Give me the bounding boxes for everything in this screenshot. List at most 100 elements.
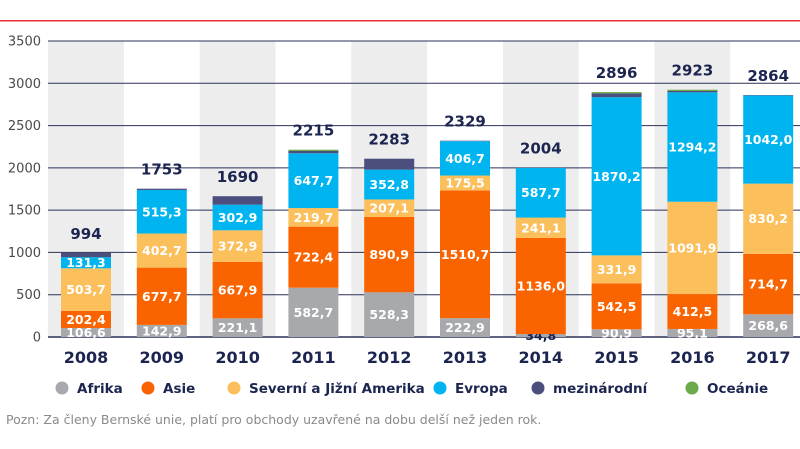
data-label: 1294,2 — [668, 140, 716, 155]
bar-segment — [515, 334, 566, 337]
x-tick-label: 2017 — [746, 348, 791, 367]
data-label: 542,5 — [597, 299, 637, 314]
data-label: 302,9 — [218, 210, 258, 225]
data-label: 412,5 — [673, 304, 713, 319]
bar-group-2011: 582,7 722,4 219,7 647,7 2215 — [288, 122, 339, 337]
bar-segment — [515, 217, 566, 238]
bar-segment — [591, 97, 642, 256]
total-label: 1690 — [217, 168, 259, 186]
legend-label: Afrika — [77, 381, 123, 397]
legend-marker — [531, 381, 545, 395]
data-label: 241,1 — [521, 220, 561, 235]
x-axis-ticks: 2008 2009 2010 2011 2012 2013 2014 2015 2016 2017 — [64, 348, 791, 367]
x-tick-label: 2008 — [64, 348, 109, 367]
bar-segment — [667, 91, 718, 93]
bar-segment — [136, 233, 187, 268]
total-label: 2329 — [444, 113, 486, 131]
legend-marker — [227, 381, 241, 395]
y-tick-label: 500 — [16, 288, 41, 303]
x-tick-label: 2016 — [670, 348, 715, 367]
data-label: 90,9 — [601, 326, 632, 341]
bar-segment — [61, 268, 111, 311]
bar-segment — [440, 190, 490, 319]
bar-segment — [61, 327, 111, 337]
data-label: 372,9 — [218, 239, 258, 254]
bar-segment — [61, 257, 111, 269]
legend-label: Evropa — [455, 381, 508, 397]
data-label: 677,7 — [142, 289, 182, 304]
x-tick-label: 2011 — [291, 348, 336, 367]
bar-group-2013: 222,9 1510,7 175,5 406,7 2329 — [440, 113, 490, 337]
data-label: 1510,7 — [441, 247, 489, 262]
total-label: 2864 — [747, 67, 789, 85]
data-label: 175,5 — [445, 175, 485, 190]
bar-segment — [212, 204, 263, 231]
bar-segment — [212, 196, 263, 205]
bar-segment — [591, 93, 642, 98]
legend-item-Severní a Jižní Amerika: Severní a Jižní Amerika — [227, 381, 425, 397]
data-label: 515,3 — [142, 204, 182, 219]
data-label: 1870,2 — [592, 169, 640, 184]
bar-group-2015: 90,9 542,5 331,9 1870,2 2896 — [591, 64, 642, 341]
data-label: 221,1 — [218, 320, 258, 335]
data-label: 331,9 — [597, 262, 637, 277]
y-tick-label: 2500 — [8, 119, 41, 134]
bar-segment — [136, 188, 187, 190]
data-label: 402,7 — [142, 243, 182, 258]
data-label: 830,2 — [748, 211, 788, 226]
y-tick-label: 1500 — [8, 204, 41, 219]
legend-label: Asie — [163, 381, 195, 397]
total-label: 2896 — [596, 64, 638, 82]
bar-segment — [136, 189, 187, 234]
legend-marker — [141, 381, 155, 395]
bar-segment — [440, 175, 490, 191]
data-label: 142,9 — [142, 323, 182, 338]
bar-segment — [667, 201, 718, 295]
bar-segment — [288, 153, 339, 209]
data-label: 406,7 — [445, 151, 485, 166]
data-label: 667,9 — [218, 283, 258, 298]
data-label: 714,7 — [748, 277, 788, 292]
bar-segment — [667, 328, 718, 337]
bar-segment — [743, 314, 794, 337]
x-tick-label: 2010 — [215, 348, 260, 367]
bar-segment — [288, 149, 339, 151]
bar-segment — [667, 294, 718, 329]
bar-segment — [288, 226, 339, 288]
y-tick-label: 3500 — [8, 35, 41, 50]
bar-segment — [61, 310, 111, 328]
bar-group-2017: 268,6 714,7 830,2 1042,0 2864 — [743, 67, 794, 337]
bar-segment — [591, 92, 642, 94]
x-tick-label: 2013 — [443, 348, 488, 367]
bar-segment — [288, 150, 339, 154]
data-label: 95,1 — [677, 325, 708, 340]
data-label: 131,3 — [66, 255, 106, 270]
bar-segment — [743, 253, 794, 315]
legend-item-mezinárodní: mezinárodní — [531, 381, 649, 397]
legend-marker — [55, 381, 69, 395]
bar-segment — [212, 261, 263, 319]
bar-segment — [364, 292, 415, 337]
bar-segment — [591, 255, 642, 284]
bar-segment — [591, 283, 642, 330]
data-label: 503,7 — [66, 282, 106, 297]
x-tick-label: 2015 — [594, 348, 639, 367]
total-label: 2283 — [368, 131, 410, 149]
data-label: 202,4 — [66, 312, 106, 327]
legend-item-Afrika: Afrika — [55, 381, 123, 397]
bar-segment — [743, 95, 794, 184]
y-tick-label: 1000 — [8, 246, 41, 261]
bar-group-2016: 95,1 412,5 1091,9 1294,2 2923 — [667, 62, 718, 340]
bar-segment — [515, 167, 566, 218]
data-label: 219,7 — [294, 210, 334, 225]
legend-item-Oceánie: Oceánie — [685, 381, 768, 397]
data-label: 722,4 — [294, 250, 334, 265]
data-label: 1091,9 — [668, 240, 716, 255]
bar-segment — [288, 208, 339, 227]
data-label: 106,6 — [66, 325, 106, 340]
data-label: 1042,0 — [744, 132, 793, 147]
bar-segment — [364, 158, 415, 170]
